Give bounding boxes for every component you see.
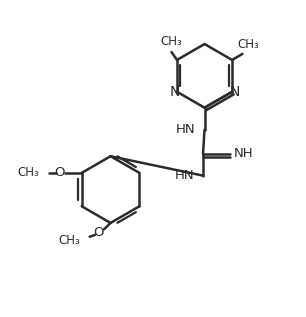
Text: CH₃: CH₃	[161, 36, 182, 49]
Text: N: N	[230, 85, 240, 99]
Text: CH₃: CH₃	[18, 166, 39, 179]
Text: CH₃: CH₃	[59, 234, 80, 247]
Text: HN: HN	[176, 123, 196, 136]
Text: O: O	[54, 166, 65, 179]
Text: CH₃: CH₃	[237, 38, 259, 51]
Text: O: O	[93, 226, 104, 239]
Text: NH: NH	[233, 147, 253, 160]
Text: HN: HN	[174, 169, 194, 182]
Text: N: N	[169, 85, 180, 99]
